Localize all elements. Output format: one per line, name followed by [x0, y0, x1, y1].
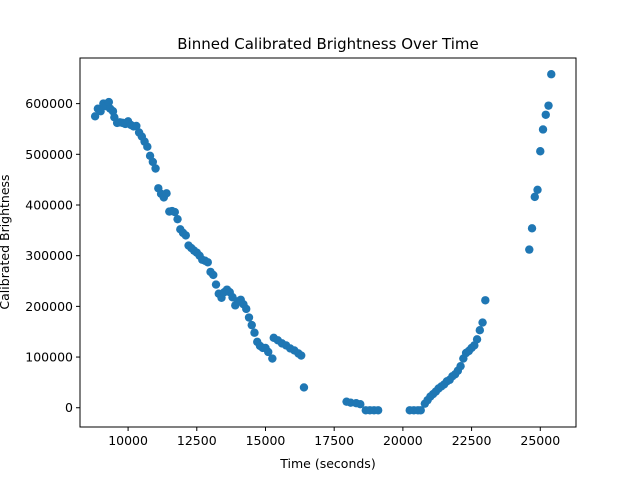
y-axis-ticks: 0 100000 200000 300000 400000 500000 600000 — [25, 96, 80, 415]
x-axis-label: Time (seconds) — [279, 456, 375, 471]
data-point — [525, 245, 534, 254]
plot-area — [79, 57, 577, 428]
y-tick-label: 300000 — [25, 248, 73, 263]
x-tick-label: 17500 — [314, 433, 354, 448]
data-point — [536, 147, 545, 156]
data-point — [250, 328, 259, 337]
data-point — [132, 121, 141, 131]
x-tick-label: 22500 — [452, 433, 492, 448]
data-point — [143, 142, 152, 151]
data-point — [299, 383, 309, 392]
data-point — [527, 224, 537, 233]
data-point — [475, 325, 485, 335]
data-point — [244, 313, 254, 322]
data-point — [472, 335, 482, 344]
y-tick-label: 100000 — [25, 350, 73, 365]
data-points — [90, 70, 556, 415]
data-point — [373, 406, 383, 415]
chart-title: Binned Calibrated Brightness Over Time — [177, 35, 479, 53]
data-point — [544, 101, 553, 110]
data-point — [547, 70, 556, 79]
data-point — [530, 192, 539, 202]
data-point — [209, 270, 218, 280]
data-point — [181, 231, 190, 240]
data-point — [242, 304, 251, 314]
data-point — [170, 207, 179, 217]
data-point — [481, 296, 490, 305]
data-point — [268, 354, 277, 363]
y-tick-label: 0 — [65, 400, 73, 415]
data-point — [203, 258, 212, 267]
x-tick-label: 20000 — [383, 433, 423, 448]
x-axis-ticks: 10000 12500 15000 17500 20000 22500 25000 — [108, 427, 560, 448]
data-point — [533, 185, 542, 194]
y-axis-label: Calibrated Brightness — [0, 174, 12, 309]
data-point — [173, 214, 182, 224]
data-point — [478, 318, 487, 327]
y-tick-label: 200000 — [25, 299, 73, 314]
data-point — [264, 347, 273, 357]
data-point — [90, 112, 100, 121]
data-point — [541, 110, 550, 119]
data-point — [297, 351, 306, 360]
data-point — [96, 107, 105, 116]
x-tick-label: 25000 — [520, 433, 560, 448]
data-point — [104, 97, 114, 107]
x-tick-label: 12500 — [177, 433, 217, 448]
y-tick-label: 400000 — [25, 197, 73, 212]
x-tick-label: 10000 — [108, 433, 148, 448]
data-point — [148, 157, 158, 167]
data-point — [162, 189, 171, 198]
data-point — [356, 399, 365, 409]
data-point — [538, 125, 548, 134]
data-point — [211, 280, 221, 289]
data-point — [151, 164, 160, 173]
data-point — [247, 320, 256, 330]
y-tick-label: 600000 — [25, 96, 73, 111]
data-point — [456, 361, 465, 371]
data-point — [416, 406, 425, 415]
x-tick-label: 15000 — [246, 433, 286, 448]
y-tick-label: 500000 — [25, 147, 73, 162]
